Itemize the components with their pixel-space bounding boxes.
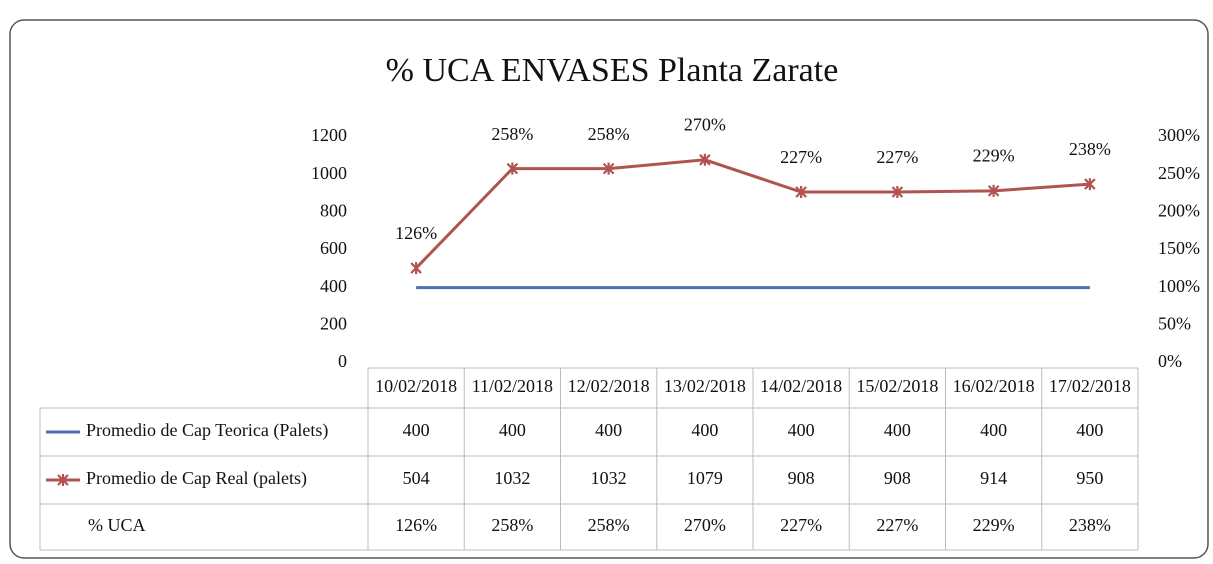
- series-marker: [410, 262, 422, 275]
- series-marker: [795, 185, 807, 198]
- table-cell: 229%: [973, 515, 1015, 535]
- y-tick-label: 1200: [311, 125, 347, 145]
- series-marker: [987, 184, 1000, 197]
- table-row-name: Promedio de Cap Teorica (Palets): [86, 420, 328, 441]
- table-cell: 270%: [684, 515, 726, 535]
- y2-tick-label: 300%: [1158, 125, 1200, 145]
- table-cell: 400: [1076, 420, 1103, 440]
- table-cell: 227%: [780, 515, 822, 535]
- x-tick-label: 13/02/2018: [664, 376, 746, 396]
- y-tick-label: 0: [338, 351, 347, 371]
- legend-marker: [57, 474, 69, 486]
- table-cell: 238%: [1069, 515, 1111, 535]
- table-cell: 258%: [491, 515, 533, 535]
- table-cell: 400: [403, 420, 430, 440]
- table-cell: 400: [788, 420, 815, 440]
- y2-tick-label: 0%: [1158, 351, 1182, 371]
- data-label: 227%: [876, 147, 918, 167]
- y2-tick-label: 50%: [1158, 313, 1191, 333]
- series-marker: [602, 162, 615, 175]
- series-marker: [699, 153, 711, 166]
- table-cell: 400: [499, 420, 526, 440]
- x-tick-label: 10/02/2018: [375, 376, 457, 396]
- y2-tick-label: 200%: [1158, 200, 1200, 220]
- data-label: 126%: [395, 223, 437, 243]
- y2-tick-label: 250%: [1158, 163, 1200, 183]
- series-line: [415, 158, 1090, 270]
- data-label: 229%: [973, 146, 1015, 166]
- table-cell: 1032: [591, 468, 627, 488]
- y-tick-label: 800: [320, 200, 347, 220]
- y-tick-label: 400: [320, 276, 347, 296]
- x-tick-label: 14/02/2018: [760, 376, 842, 396]
- x-tick-label: 17/02/2018: [1049, 376, 1131, 396]
- y-tick-label: 600: [320, 238, 347, 258]
- table-cell: 400: [691, 420, 718, 440]
- data-label: 258%: [491, 124, 533, 144]
- y2-tick-label: 100%: [1158, 276, 1200, 296]
- y-tick-label: 1000: [311, 163, 347, 183]
- table-cell: 227%: [876, 515, 918, 535]
- table-cell: 1032: [494, 468, 530, 488]
- table-cell: 258%: [588, 515, 630, 535]
- table-cell: 950: [1076, 468, 1103, 488]
- data-label: 227%: [780, 147, 822, 167]
- table-cell: 908: [788, 468, 815, 488]
- data-label: 238%: [1069, 139, 1111, 159]
- table-cell: 400: [980, 420, 1007, 440]
- x-tick-label: 11/02/2018: [472, 376, 553, 396]
- table-cell: 908: [884, 468, 911, 488]
- data-label: 270%: [684, 115, 726, 135]
- table-row-name: % UCA: [88, 515, 146, 535]
- series-marker: [891, 185, 904, 198]
- x-tick-label: 16/02/2018: [953, 376, 1035, 396]
- y2-tick-label: 150%: [1158, 238, 1200, 258]
- series-marker: [506, 162, 519, 175]
- table-cell: 504: [403, 468, 430, 488]
- x-tick-label: 15/02/2018: [856, 376, 938, 396]
- table-cell: 400: [884, 420, 911, 440]
- table-cell: 914: [980, 468, 1007, 488]
- table-row-name: Promedio de Cap Real (palets): [86, 468, 307, 489]
- y-tick-label: 200: [320, 313, 347, 333]
- table-cell: 126%: [395, 515, 437, 535]
- x-tick-label: 12/02/2018: [568, 376, 650, 396]
- table-cell: 1079: [687, 468, 723, 488]
- table-cell: 400: [595, 420, 622, 440]
- chart-title: % UCA ENVASES Planta Zarate: [386, 52, 839, 89]
- data-label: 258%: [588, 124, 630, 144]
- series-marker: [1084, 178, 1096, 191]
